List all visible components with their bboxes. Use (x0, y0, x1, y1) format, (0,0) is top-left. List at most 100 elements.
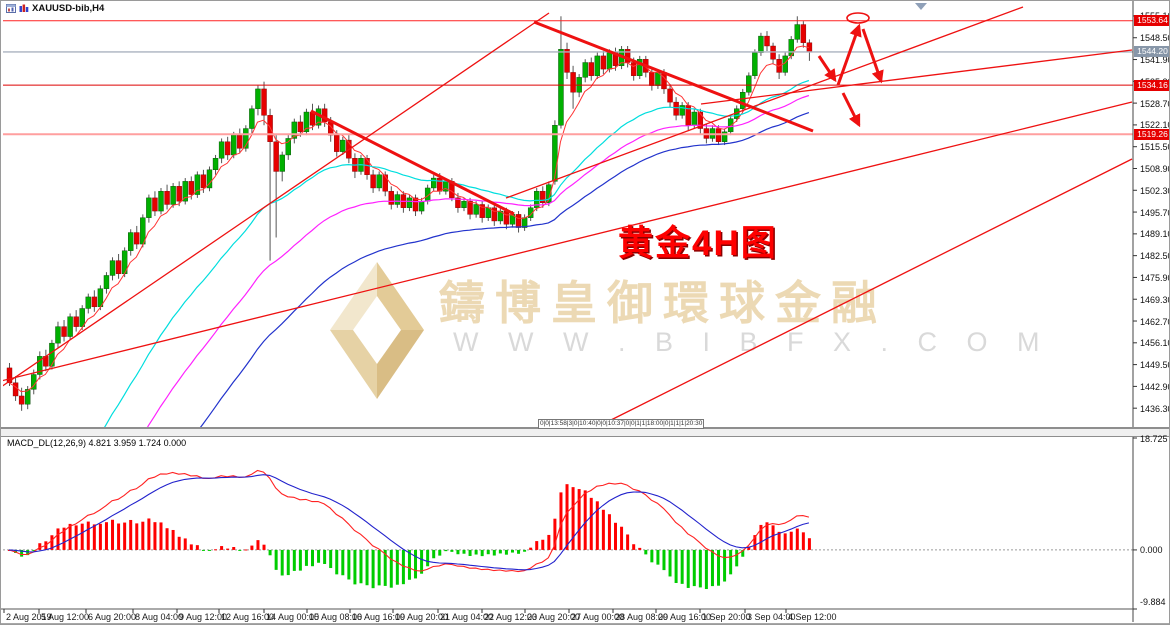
price-tick-label: 1548.50 (1140, 33, 1170, 44)
candle-body (291, 121, 298, 139)
macd-histogram-bar (456, 549, 460, 555)
macd-histogram-bar (232, 547, 236, 550)
price-tick-label: 1436.30 (1140, 403, 1170, 414)
candle-body (85, 296, 91, 309)
macd-histogram-bar (268, 549, 272, 556)
macd-histogram-bar (601, 509, 605, 550)
macd-histogram-bar (347, 549, 351, 580)
macd-histogram-bar (117, 523, 121, 550)
candle-body (340, 139, 346, 152)
candle-body (600, 55, 607, 70)
candle-body (109, 260, 116, 276)
macd-histogram-bar (201, 549, 205, 551)
watermark-cn-text: 鑄博皇御環球金融 (439, 277, 887, 329)
candle-body (37, 356, 43, 375)
macd-histogram-bar (359, 549, 363, 584)
candle-body (582, 62, 588, 78)
macd-histogram-bar (607, 514, 611, 550)
candle-body (479, 204, 485, 218)
macd-histogram-bar (335, 549, 339, 575)
candle-body (437, 177, 443, 192)
watermark: 鑄博皇御環球金融 W W W . B I B F X . C O M (301, 253, 1039, 405)
macd-histogram-bar (535, 541, 539, 550)
candle-body (691, 111, 697, 126)
macd-histogram-bar (183, 538, 187, 550)
candle-body (212, 158, 219, 171)
ma-fast-red-line (8, 45, 810, 393)
macd-histogram-bar (426, 549, 430, 567)
macd-histogram-bar (523, 549, 527, 552)
candle-body (158, 191, 164, 212)
macd-histogram-bar (286, 549, 290, 576)
candle-body (558, 49, 564, 126)
candle-body (297, 121, 304, 133)
macd-histogram-bar (807, 538, 811, 550)
candle-body (12, 382, 19, 397)
candle-body (200, 174, 207, 189)
candle-body (206, 169, 213, 189)
price-axis[interactable] (1133, 1, 1169, 609)
candle-body (649, 72, 655, 86)
macd-histogram-bar (529, 547, 533, 550)
candle-body (188, 181, 195, 195)
candle-body (697, 111, 704, 129)
candle-body (261, 88, 267, 116)
candle-body (67, 316, 73, 337)
macd-histogram-bar (486, 549, 490, 555)
macd-histogram-bar (389, 549, 393, 588)
candle-body (570, 72, 576, 93)
macd-histogram-bar (141, 521, 145, 550)
macd-histogram-bar (20, 549, 24, 557)
candle-body (461, 200, 467, 208)
candle-body (24, 389, 31, 405)
price-badge: 1519.26 (1134, 128, 1169, 140)
macd-histogram-bar (729, 549, 733, 575)
candle-body (382, 174, 388, 192)
macd-histogram-bar (341, 549, 345, 576)
candle-body (606, 52, 613, 70)
candle-body (431, 177, 437, 189)
price-tick-label: 1442.90 (1140, 381, 1170, 392)
candle-body (279, 154, 285, 172)
candle-body (540, 191, 546, 204)
macd-histogram-bar (692, 549, 696, 587)
macd-histogram-bar (656, 549, 660, 565)
chart-title-bar: XAUUSD-bib,H4 (6, 3, 104, 14)
candle-body (164, 191, 170, 205)
macd-histogram-bar (547, 534, 551, 550)
candle-body (473, 204, 479, 215)
macd-histogram-bar (795, 528, 799, 550)
macd-histogram-bar (450, 549, 454, 552)
macd-histogram-bar (177, 536, 181, 550)
candle-body (285, 138, 291, 156)
macd-tick-label: 0.000 (1140, 545, 1163, 556)
candle-body (721, 131, 728, 142)
time-tick-label: 6 Aug 20:00 (88, 612, 137, 622)
trendline (3, 101, 1133, 382)
candle-body (455, 197, 461, 208)
candle-body (115, 260, 122, 275)
time-tick-label: 12 Aug 16:00 (221, 612, 275, 622)
price-tick-label: 1482.50 (1140, 251, 1170, 262)
macd-histogram-bar (280, 549, 284, 576)
candle-body (752, 52, 758, 76)
candle-body (55, 326, 61, 344)
macd-histogram-bar (759, 524, 763, 550)
candle-body (406, 197, 413, 208)
macd-histogram-bar (244, 549, 248, 551)
annotation-arrow (861, 28, 884, 84)
macd-histogram-bar (498, 549, 502, 554)
macd-histogram-bar (74, 525, 78, 550)
macd-indicator-label: MACD_DL(12,26,9) 4.821 3.959 1.724 0.000 (7, 438, 186, 448)
macd-histogram-bar (147, 518, 151, 550)
candle-body (224, 141, 231, 156)
panel-separator[interactable] (1, 428, 1169, 437)
macd-histogram-bar (262, 544, 266, 550)
macd-histogram-bar (238, 549, 242, 551)
main-chart-layer (3, 3, 1133, 428)
macd-histogram-bar (583, 490, 587, 550)
macd-histogram-bar (395, 549, 399, 585)
time-tick-label: 29 Aug 16:00 (658, 612, 712, 622)
macd-histogram-bar (80, 523, 84, 550)
